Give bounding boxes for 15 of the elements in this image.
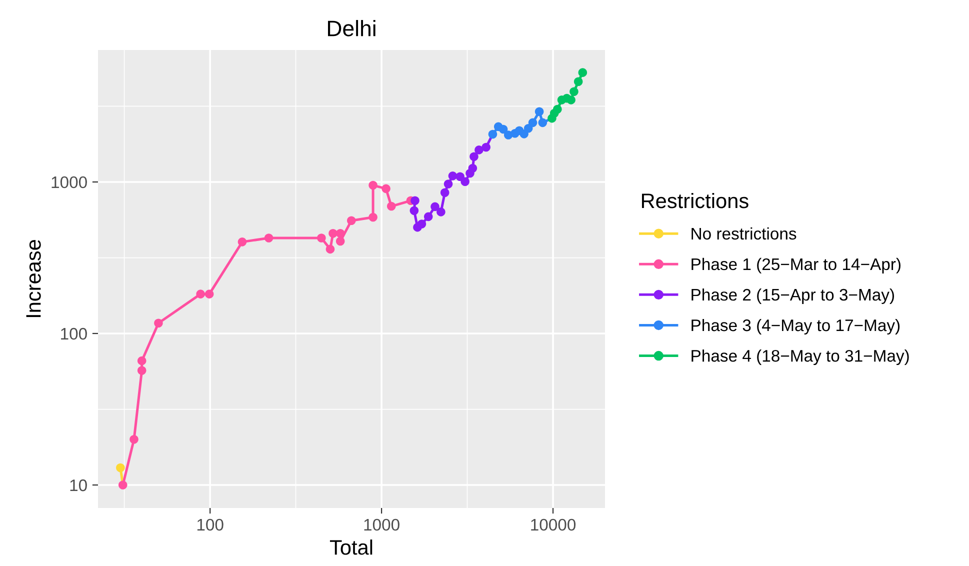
legend-label: Phase 1 (25−Mar to 14−Apr) [692, 258, 900, 274]
chart-title: Delhi [328, 20, 376, 36]
legend-label: Phase 3 (4−May to 17−May) [692, 318, 900, 335]
y-tick-label: 10 [70, 479, 87, 492]
x-axis-title: Total [330, 540, 372, 555]
legend-label: Phase 4 (18−May to 31−May) [692, 350, 909, 366]
x-tick-label: 1000 [364, 518, 400, 531]
legend-label: Phase 2 (15−Apr to 3−May) [692, 288, 894, 304]
y-tick-label: 100 [61, 328, 87, 340]
y-axis-title: Increase [26, 240, 41, 318]
y-tick-label: 1000 [52, 176, 87, 188]
x-tick-label: 10000 [531, 518, 576, 531]
legend-title: Restrictions [642, 192, 748, 208]
legend-label: No restrictions [692, 227, 796, 240]
x-tick-label: 100 [197, 518, 224, 531]
